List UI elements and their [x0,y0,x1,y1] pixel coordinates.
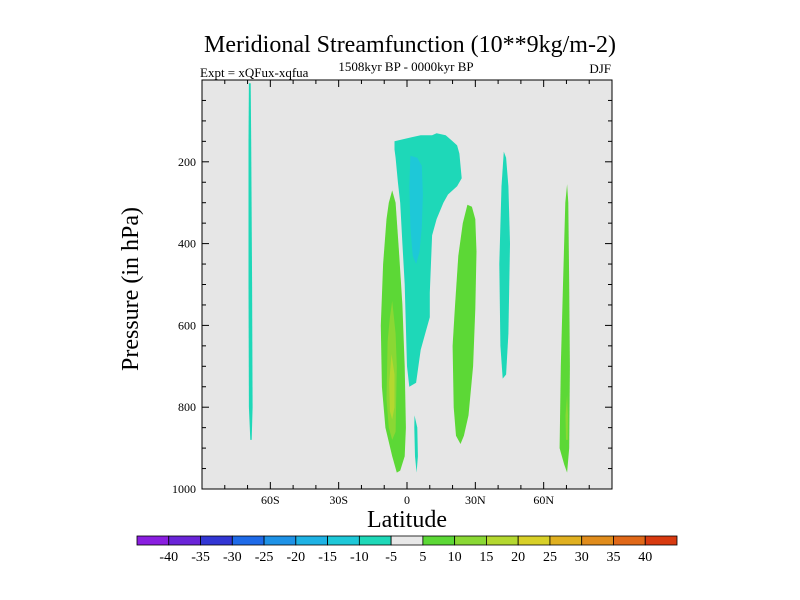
colorbar-label: -15 [318,550,337,565]
colorbar-label: -10 [350,550,369,565]
plot-area [201,79,613,490]
colorbar-swatch [327,535,360,546]
y-tick-label: 200 [178,155,196,169]
colorbar-label: 40 [638,550,652,565]
colorbar-swatch [263,535,297,546]
x-tick-label: 30S [329,493,348,507]
colorbar-label: 5 [419,550,426,565]
chart-title: Meridional Streamfunction (10**9kg/m-2) [204,32,616,58]
colorbar-label: 15 [479,550,493,565]
colorbar-swatch [358,535,392,546]
colorbar-swatch [231,535,265,546]
season-subtitle: DJF [589,61,611,76]
colorbar-label: -40 [159,550,178,565]
colorbar-label: -30 [223,550,242,565]
period-subtitle: 1508kyr BP - 0000kyr BP [338,59,473,74]
contour-subtropical-north-cell [452,204,477,444]
colorbar-label: 25 [543,550,557,565]
contour-surface-sliver [414,415,418,473]
colorbar-swatch [549,535,583,546]
y-tick-label: 600 [178,318,196,332]
colorbar-label: -25 [255,550,274,565]
axis-ticks: 60S 30S 0 30N 60N 200 400 600 800 1000 [172,80,613,507]
contour-north-polar-core [565,394,568,440]
x-tick-label: 30N [465,493,486,507]
colorbar-label: -5 [385,550,397,565]
colorbar-swatch [295,535,328,546]
colorbar-swatch [454,535,487,546]
experiment-subtitle: Expt = xQFux-xqfua [200,65,309,80]
y-tick-label: 400 [178,237,196,251]
colorbar-swatch [486,535,519,546]
x-axis-label: Latitude [367,507,447,533]
colorbar-swatch [517,535,551,546]
colorbar: -40 -35 -30 -25 -20 -15 -10 -5 5 10 15 20 25 30 35 40 [136,535,678,565]
y-axis-label: Pressure (in hPa) [118,207,144,371]
x-tick-label: 60N [533,493,554,507]
colorbar-swatch [390,535,424,546]
contour-south-polar-cell [248,83,253,440]
colorbar-swatch [168,535,201,546]
colorbar-label: 35 [606,550,620,565]
colorbar-swatch [136,535,170,546]
colorbar-label: -20 [286,550,305,565]
colorbar-swatch [613,535,646,546]
colorbar-swatch [200,535,233,546]
colorbar-label: 20 [511,550,525,565]
colorbar-label: -35 [191,550,210,565]
contour-equatorial-positive-inner [389,354,395,420]
contour-equatorial-negative-core [409,155,423,265]
y-tick-label: 1000 [172,482,196,496]
contour-midlat-north-cell [499,151,510,379]
colorbar-swatch [422,535,456,546]
colorbar-swatch [581,535,614,546]
colorbar-swatch [644,535,678,546]
x-tick-label: 0 [404,493,410,507]
colorbar-label: 10 [448,550,462,565]
y-tick-label: 800 [178,400,196,414]
x-tick-label: 60S [261,493,280,507]
colorbar-label: 30 [575,550,589,565]
